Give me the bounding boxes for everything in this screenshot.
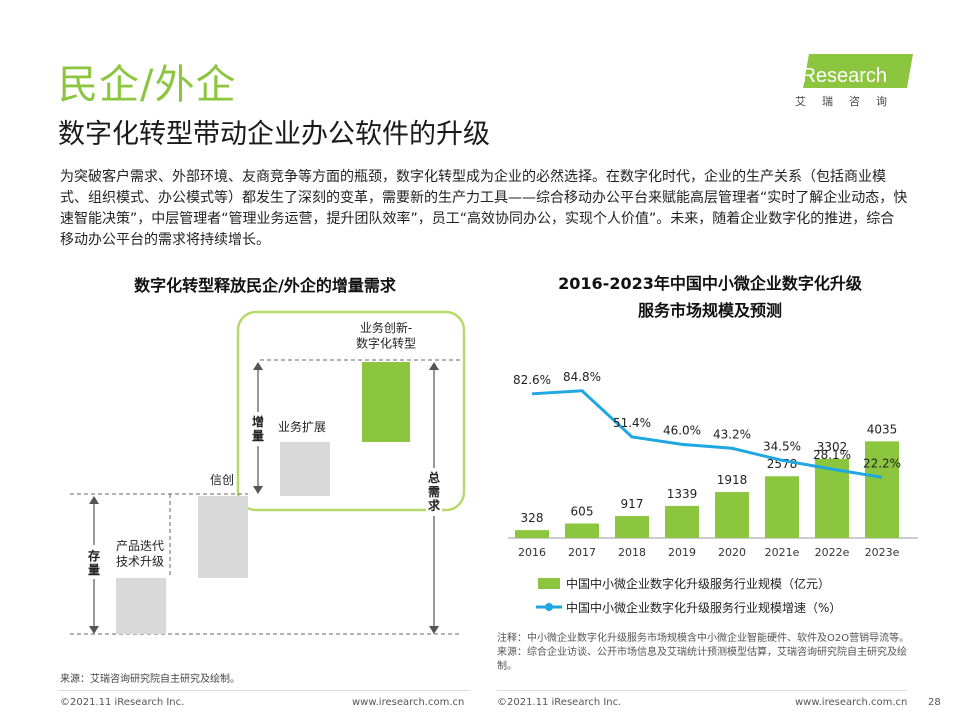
bar-value-2022e: 3302 [817,440,848,454]
bar-2019 [665,505,699,538]
x-tick-2021e: 2021e [765,546,800,559]
increment-frame [236,310,466,512]
bar-2016 [515,530,549,538]
page-subtitle: 数字化转型带动企业办公软件的升级 [58,119,490,150]
growth-label-2016: 82.6% [513,373,551,387]
page-number: 28 [928,697,941,708]
x-tick-2016: 2016 [518,546,546,559]
step-1-label: 产品迭代技术升级 [116,539,164,569]
bar-2017 [565,523,599,538]
source-left: 来源：艾瑞咨询研究院自主研究及绘制。 [60,674,240,685]
source-text: 来源：综合企业访谈、公开市场信息及艾瑞统计预测模型估算，艾瑞咨询研究院自主研究及… [497,647,907,672]
x-tick-2017: 2017 [568,546,596,559]
legend-bar-swatch [538,578,560,589]
growth-label-2018: 51.4% [613,416,651,430]
growth-label-2020: 43.2% [713,427,751,441]
growth-label-2019: 46.0% [663,423,701,437]
legend-line-label: 中国中小微企业数字化升级服务行业规模增速（%） [566,600,841,615]
legend-line-marker [545,603,553,611]
left-diagram-title: 数字化转型释放民企/外企的增量需求 [134,276,396,295]
footer-website-left[interactable]: www.iresearch.com.cn [352,697,465,708]
bar-value-2020: 1918 [717,473,748,487]
step-2-label: 信创 [210,473,234,487]
chart-notes: 注释：中小微企业数字化升级服务市场规模含中小微企业智能硬件、软件及O2O营销导流… [497,632,917,674]
intro-paragraph: 为突破客户需求、外部环境、友商竞争等方面的瓶颈，数字化转型成为企业的必然选择。在… [60,169,908,248]
x-tick-2022e: 2022e [815,546,850,559]
step-bar-4 [362,362,410,442]
logo-cn-text: 艾瑞咨询 [795,95,903,108]
footer-copyright-left: ©2021.11 iResearch Inc. [60,697,185,708]
step-3-label: 业务扩展 [278,419,326,434]
incremental-demand-diagram: 存量 增量 总需求 产品迭代技术升级 信创 业务扩展 业务创新-数字化转型 [70,310,466,635]
total-demand-label: 总需求 [428,470,441,513]
bar-value-2016: 328 [521,511,544,525]
note-text: 注释：中小微企业数字化升级服务市场规模含中小微企业智能硬件、软件及O2O营销导流… [497,633,910,644]
growth-rate-line [531,389,883,479]
footer-website-right[interactable]: www.iresearch.com.cn [795,697,908,708]
growth-label-2017: 84.8% [563,370,601,384]
growth-label-2021e: 34.5% [763,439,801,453]
bar-2020 [715,492,749,538]
growth-label-2023e: 22.2% [863,456,901,470]
step-bar-1 [116,578,166,634]
footer-rule-left [58,690,470,691]
section-title: 民企/外企 [58,62,237,108]
bar-2018 [615,516,649,538]
bar-2023e [865,441,899,538]
chart-title: 2016-2023年中国中小微企业数字化升级 服务市场规模及预测 [558,274,862,320]
legend-bar-label: 中国中小微企业数字化升级服务行业规模（亿元） [566,576,830,591]
bar-value-2019: 1339 [667,487,698,501]
x-tick-2018: 2018 [618,546,646,559]
logo-text: iResearch [797,65,887,87]
footer-rule-right [497,690,907,691]
bar-value-2023e: 4035 [867,422,898,436]
bar-value-2017: 605 [571,505,594,519]
increment-label: 增量 [252,414,264,443]
x-tick-2023e: 2023e [865,546,900,559]
step-bar-2 [198,496,248,578]
stock-label: 存量 [87,548,100,577]
bar-2021e [765,476,799,538]
footer-copyright-right: ©2021.11 iResearch Inc. [497,697,622,708]
x-tick-2019: 2019 [668,546,696,559]
x-tick-2020: 2020 [718,546,746,559]
bar-value-2018: 917 [621,497,644,511]
step-4-label: 业务创新-数字化转型 [356,320,416,351]
market-size-chart: 3282016605201791720181339201919182020257… [508,370,918,615]
iresearch-logo: iResearch [797,54,913,88]
growth-label-2022e: 28.1% [813,448,851,462]
step-bar-3 [280,442,330,496]
